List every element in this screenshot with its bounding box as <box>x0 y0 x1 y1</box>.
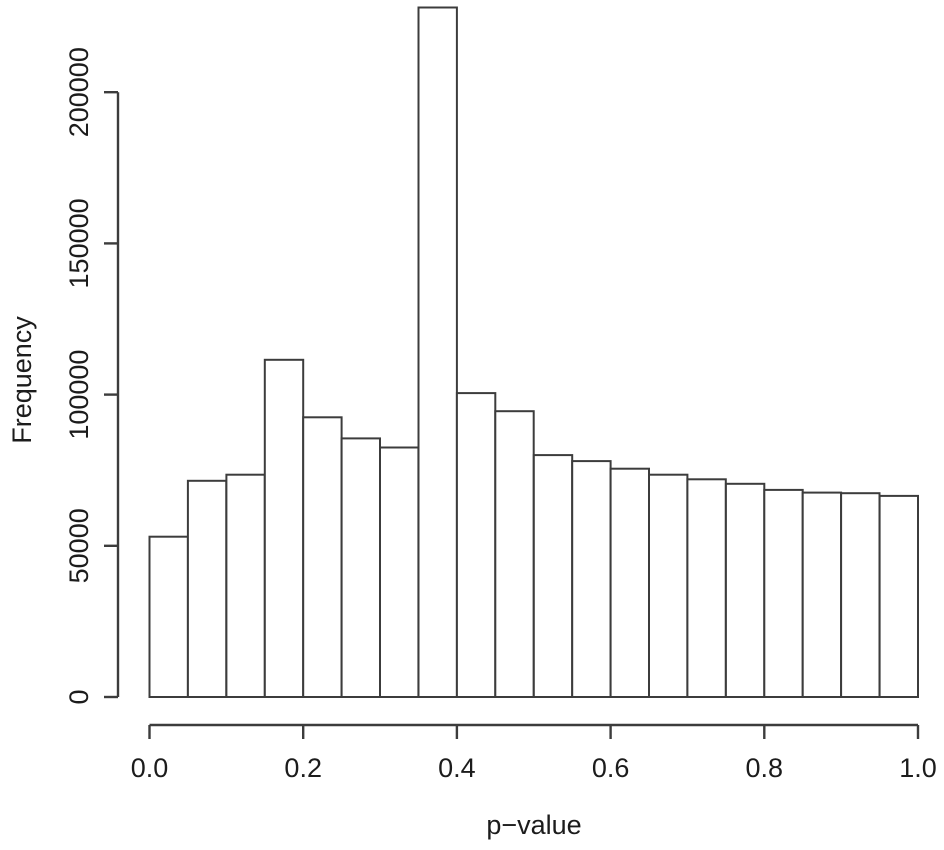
histogram-bar <box>724 482 766 698</box>
histogram-bar <box>686 478 727 698</box>
histogram-bar <box>571 460 612 698</box>
y-axis: 0 50000 100000 150000 200000 <box>64 47 120 705</box>
histogram-bars <box>148 6 919 699</box>
x-tick-label: 0.6 <box>592 753 630 783</box>
x-tick-label: 1.0 <box>899 753 937 783</box>
histogram-bar <box>494 410 535 698</box>
histogram-bar <box>763 488 804 698</box>
x-tick-label: 0.2 <box>284 753 322 783</box>
histogram-bar <box>225 473 266 699</box>
histogram-bar <box>379 446 420 698</box>
x-axis-title: p−value <box>486 810 581 840</box>
histogram-bar <box>186 479 228 698</box>
x-tick-label: 0.0 <box>131 753 169 783</box>
y-tick-label: 50000 <box>64 508 94 583</box>
histogram-bar <box>417 6 458 698</box>
histogram-bar <box>609 467 650 699</box>
histogram-bar <box>455 392 497 698</box>
histogram-bar <box>648 473 689 699</box>
histogram-bar <box>878 494 919 698</box>
histogram-bar <box>302 416 343 698</box>
histogram-bar <box>801 491 843 698</box>
x-tick-label: 0.4 <box>438 753 476 783</box>
y-tick-label: 0 <box>64 689 94 704</box>
x-tick-label: 0.8 <box>746 753 784 783</box>
histogram-bar <box>340 437 382 698</box>
y-tick-label: 200000 <box>64 47 94 137</box>
y-axis-title: Frequency <box>7 316 37 444</box>
histogram-bar <box>263 358 305 698</box>
histogram-bar <box>148 535 189 699</box>
histogram-bar <box>840 492 881 699</box>
y-tick-label: 100000 <box>64 350 94 440</box>
y-tick-label: 150000 <box>64 198 94 288</box>
histogram-bar <box>532 454 574 698</box>
x-axis: 0.0 0.2 0.4 0.6 0.8 1.0 <box>131 723 937 783</box>
